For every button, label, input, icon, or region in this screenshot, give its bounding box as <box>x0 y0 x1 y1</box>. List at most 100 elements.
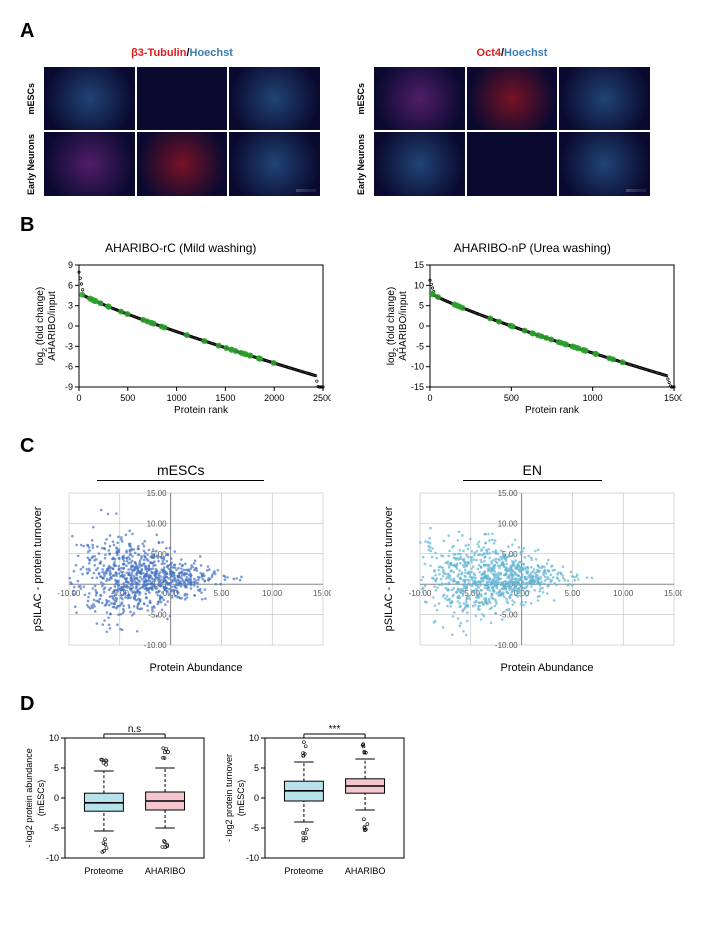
panel-d: D -10 -5 0 5 10 Proteome AHARIBO n.s - log2 prot… <box>20 693 693 880</box>
panel-c: C mESCs -10.00-5.000.005.0010.0015.00-10… <box>20 435 693 675</box>
boxplot-right: -10-50510ProteomeAHARIBO***- log2 protei… <box>220 720 410 880</box>
chart-b-left-title: AHARIBO-rC (Mild washing) <box>105 241 256 255</box>
svg-text:-10.00: -10.00 <box>495 641 518 650</box>
chart-c-left-title: mESCs <box>97 462 264 481</box>
micrograph-cell <box>137 132 228 195</box>
chart-b-left: AHARIBO-rC (Mild washing) -9-6-303690500… <box>20 241 342 417</box>
panel-a: A β3-Tubulin/Hoechst mESCs Early Neurons <box>20 20 693 196</box>
chart-c-left: mESCs -10.00-5.000.005.0010.0015.00-10.0… <box>20 462 342 675</box>
micrograph-cell <box>44 67 135 130</box>
svg-text:(mESCs): (mESCs) <box>36 780 46 817</box>
svg-text:-10.00: -10.00 <box>57 589 80 598</box>
svg-text:0: 0 <box>54 793 59 803</box>
svg-text:1500: 1500 <box>215 393 235 403</box>
svg-text:(mESCs): (mESCs) <box>236 780 246 817</box>
svg-text:15.00: 15.00 <box>664 589 682 598</box>
svg-text:-10.00: -10.00 <box>409 589 432 598</box>
svg-text:-10: -10 <box>46 853 59 863</box>
svg-text:-9: -9 <box>65 382 73 392</box>
micrograph-cell <box>374 132 465 195</box>
svg-text:-10: -10 <box>411 362 424 372</box>
svg-text:5.00: 5.00 <box>213 589 229 598</box>
scale-bar <box>296 189 316 192</box>
svg-text:Proteome: Proteome <box>84 866 123 876</box>
svg-text:10: 10 <box>414 280 424 290</box>
row-label-early-neurons: Early Neurons <box>20 132 42 195</box>
svg-text:10.00: 10.00 <box>146 519 167 528</box>
chart-b-right-title: AHARIBO-nP (Urea washing) <box>454 241 611 255</box>
row-label-mescs: mESCs <box>20 67 42 130</box>
svg-text:10.00: 10.00 <box>613 589 634 598</box>
panel-d-label: D <box>20 693 693 716</box>
svg-text:0: 0 <box>428 393 433 403</box>
svg-text:5: 5 <box>254 763 259 773</box>
micrograph-header-right: Oct4/Hoechst <box>374 47 650 65</box>
svg-text:15.00: 15.00 <box>146 489 167 498</box>
svg-text:Protein rank: Protein rank <box>525 405 580 416</box>
svg-text:AHARIBO/input: AHARIBO/input <box>398 291 409 361</box>
svg-text:-5: -5 <box>51 823 59 833</box>
micrograph-grid-right: Oct4/Hoechst mESCs Early Neurons <box>350 47 650 196</box>
svg-text:-5.00: -5.00 <box>500 611 519 620</box>
svg-text:Protein rank: Protein rank <box>174 405 229 416</box>
micrograph-cell <box>44 132 135 195</box>
svg-text:15.00: 15.00 <box>498 489 519 498</box>
svg-text:***: *** <box>329 724 341 735</box>
svg-text:Proteome: Proteome <box>284 866 323 876</box>
svg-text:-5: -5 <box>251 823 259 833</box>
svg-text:-10: -10 <box>246 853 259 863</box>
svg-text:1000: 1000 <box>583 393 603 403</box>
micrograph-cell <box>559 67 650 130</box>
svg-text:- log2 protein abundance: - log2 protein abundance <box>24 748 34 848</box>
panel-c-label: C <box>20 435 693 458</box>
svg-text:10.00: 10.00 <box>498 519 519 528</box>
svg-text:pSILAC - protein turnover: pSILAC - protein turnover <box>32 506 44 631</box>
chart-c-right: EN -10.00-5.000.005.0010.0015.00-10.00-5… <box>372 462 694 675</box>
micrograph-cell <box>229 67 320 130</box>
micrograph-grid-left: β3-Tubulin/Hoechst mESCs Early Neurons <box>20 47 320 196</box>
svg-text:-5: -5 <box>416 341 424 351</box>
panel-b-label: B <box>20 214 693 237</box>
svg-text:- log2 protein turnover: - log2 protein turnover <box>224 754 234 842</box>
micrograph-cell <box>137 67 228 130</box>
scale-bar <box>626 189 646 192</box>
svg-text:0: 0 <box>68 321 73 331</box>
svg-text:5: 5 <box>419 301 424 311</box>
svg-text:10: 10 <box>249 733 259 743</box>
row-label-early-neurons: Early Neurons <box>350 132 372 195</box>
micrograph-cell <box>467 132 558 195</box>
micrograph-cell <box>467 67 558 130</box>
svg-text:Protein Abundance: Protein Abundance <box>501 662 594 674</box>
svg-text:15: 15 <box>414 260 424 270</box>
chart-b-right: AHARIBO-nP (Urea washing) -15 -10 -5 0 5 10 15… <box>372 241 694 417</box>
panel-b: B AHARIBO-rC (Mild washing) -9-6-3036905… <box>20 214 693 417</box>
rank-chart-right: -15-10-5051015050010001500Protein ranklo… <box>382 257 682 417</box>
svg-text:2500: 2500 <box>313 393 331 403</box>
svg-text:500: 500 <box>504 393 519 403</box>
svg-text:9: 9 <box>68 260 73 270</box>
row-label-mescs: mESCs <box>350 67 372 130</box>
svg-text:5: 5 <box>54 763 59 773</box>
svg-text:n.s: n.s <box>128 724 141 735</box>
svg-text:5.00: 5.00 <box>565 589 581 598</box>
svg-text:AHARIBO: AHARIBO <box>145 866 186 876</box>
svg-text:0: 0 <box>76 393 81 403</box>
svg-text:-15: -15 <box>411 382 424 392</box>
svg-text:-10.00: -10.00 <box>144 641 167 650</box>
svg-text:6: 6 <box>68 280 73 290</box>
scatter-chart-right: -10.00-5.000.005.0010.0015.00-10.00-5.00… <box>382 485 682 675</box>
svg-text:-3: -3 <box>65 341 73 351</box>
svg-text:-6: -6 <box>65 362 73 372</box>
svg-text:0: 0 <box>419 321 424 331</box>
micrograph-cell <box>374 67 465 130</box>
svg-text:1500: 1500 <box>664 393 682 403</box>
rank-chart-left: -9-6-3036905001000150020002500Protein ra… <box>31 257 331 417</box>
svg-text:10.00: 10.00 <box>262 589 283 598</box>
scatter-chart-left: -10.00-5.000.005.0010.0015.00-10.00-5.00… <box>31 485 331 675</box>
svg-text:500: 500 <box>120 393 135 403</box>
svg-text:AHARIBO: AHARIBO <box>345 866 386 876</box>
svg-text:pSILAC - protein turnover: pSILAC - protein turnover <box>383 506 395 631</box>
svg-text:1000: 1000 <box>166 393 186 403</box>
panel-a-label: A <box>20 20 693 43</box>
svg-text:15.00: 15.00 <box>313 589 331 598</box>
